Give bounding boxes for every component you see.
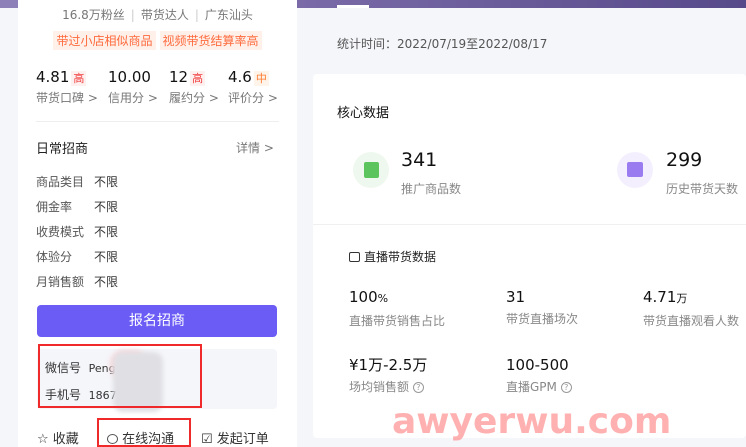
core-label: 推广商品数 [401,182,462,196]
core-data-card: 核心数据 341 推广商品数 299 历史带货天数 直播带货数据 100% 直播带… [313,74,746,438]
live-metric: ¥1万-2.5万 场均销售额 ? [349,356,428,394]
score-label: 履约分 > [169,91,219,105]
core-label: 历史带货天数 [666,182,739,196]
star-icon: ☆ [37,432,49,447]
highlight-box [38,344,202,408]
live-metric: 31 带货直播场次 [506,288,579,326]
recruit-row: 商品类目 不限 [36,175,119,189]
watermark: awyerwu.com [392,401,672,442]
score-label: 评价分 > [228,91,278,105]
clipboard-icon: ☑ [201,432,213,447]
live-metric: 100% 直播带货销售占比 [349,288,446,328]
recruit-row: 体验分 不限 [36,250,119,264]
create-order-button[interactable]: ☑ 发起订单 [201,432,269,447]
score-value: 4.81 [36,68,70,86]
tag: 带过小店相似商品 [53,31,156,50]
highlight-box [97,418,191,447]
shopping-bag-icon [353,152,389,188]
role: 带货达人 [140,8,189,22]
help-icon[interactable]: ? [560,382,572,393]
header-bar [0,0,18,8]
score-value: 12 [169,68,189,86]
recruit-row: 月销售额 不限 [36,275,119,289]
trend-chart-icon [617,152,653,188]
live-metric: 4.71万 带货直播观看人数 [643,288,740,328]
score-value: 10.00 [108,68,151,86]
favorite-button[interactable]: ☆ 收藏 [37,432,79,447]
recruit-row: 收费模式 不限 [36,225,119,239]
score-item[interactable]: 10.00 信用分 > [108,67,158,106]
score-level: 高 [71,71,87,86]
live-section-title: 直播带货数据 [349,248,436,265]
profile-meta: 16.8万粉丝 | 带货达人 | 广东汕头 [62,8,253,22]
divider [36,121,279,122]
tags: 带过小店相似商品 视频带货结算率高 [18,30,297,50]
recruit-row: 佣金率 不限 [36,200,119,214]
score-item[interactable]: 12 高履约分 > [169,67,219,106]
active-tab-indicator [337,5,369,8]
redaction [113,352,163,412]
help-icon[interactable]: ? [412,382,424,393]
wechat-row: 微信号 Peng [45,361,116,375]
phone-row: 手机号 1867 [45,388,117,402]
divider [313,224,746,225]
chat-bubble-icon [107,434,118,444]
location: 广东汕头 [204,8,253,22]
apply-recruit-button[interactable]: 报名招商 [37,305,277,337]
score-label: 带货口碑 > [36,91,98,105]
chat-button[interactable]: 在线沟通 [107,428,174,447]
score-level: 中 [253,71,269,86]
score-label: 信用分 > [108,91,158,105]
live-metric: 100-500 直播GPM ? [506,356,572,395]
score-value: 4.6 [228,68,252,86]
core-value: 341 [401,149,438,171]
score-item[interactable]: 4.6 中评价分 > [228,67,278,106]
card-title: 核心数据 [337,106,390,121]
core-value: 299 [666,149,703,171]
fans-count: 16.8万粉丝 [62,8,125,22]
score-level: 高 [190,71,206,86]
detail-link[interactable]: 详情 > [236,141,274,155]
section-title: 日常招商 [36,142,89,157]
stat-period: 统计时间：2022/07/19至2022/08/17 [337,37,548,51]
tag: 视频带货结算率高 [159,31,262,50]
influencer-panel: 16.8万粉丝 | 带货达人 | 广东汕头 带过小店相似商品 视频带货结算率高 4.81 高… [18,0,297,447]
header-bar [297,0,746,8]
score-item[interactable]: 4.81 高带货口碑 > [36,67,98,106]
play-icon [349,252,360,262]
